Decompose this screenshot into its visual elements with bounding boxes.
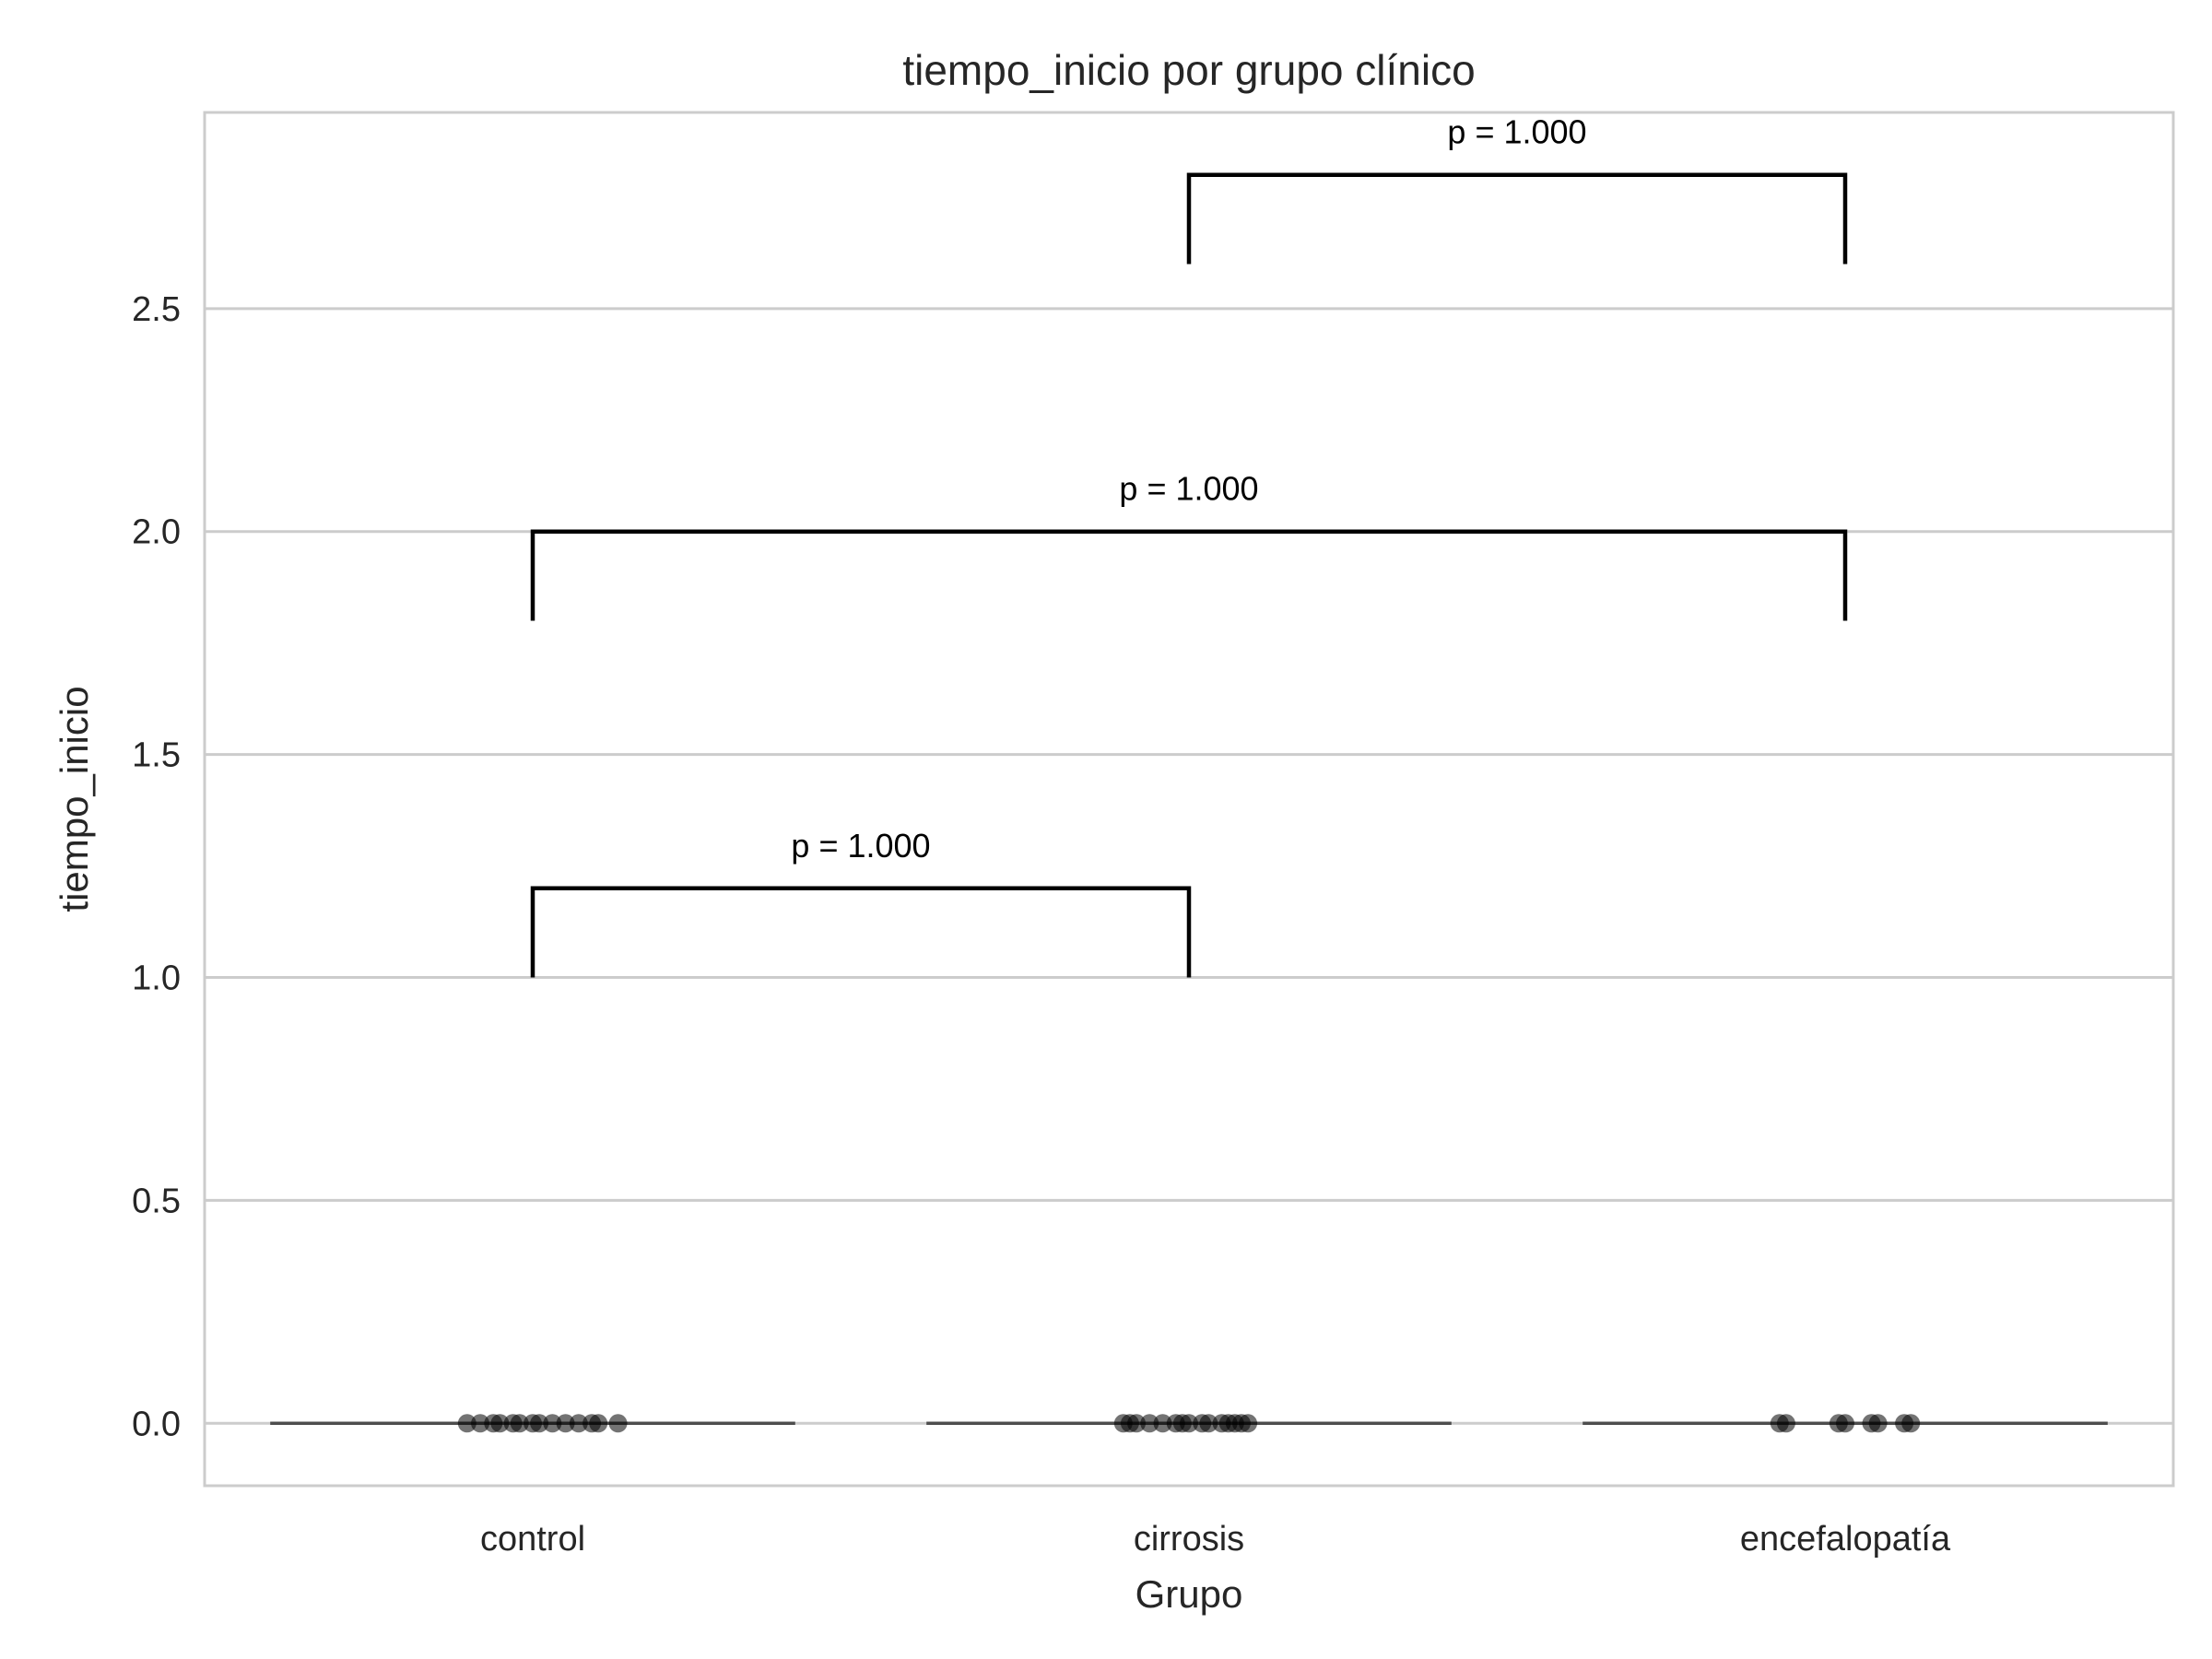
x-axis-label: Grupo <box>1135 1572 1243 1616</box>
data-point <box>1180 1414 1198 1433</box>
comparison-bracket <box>530 529 1848 621</box>
data-point <box>1153 1414 1172 1433</box>
data-point <box>608 1414 628 1433</box>
data-point <box>556 1414 575 1433</box>
p-value-label: p = 1.000 <box>791 827 930 865</box>
data-point <box>569 1414 588 1433</box>
data-point <box>1199 1414 1218 1433</box>
x-tick-labels: control cirrosis encefalopatía <box>480 1520 1951 1559</box>
data-point <box>589 1414 608 1433</box>
data-point <box>530 1414 549 1433</box>
x-tick-label: encefalopatía <box>1740 1520 1951 1559</box>
data-point <box>471 1414 490 1433</box>
comparison-bracket <box>530 886 1192 978</box>
x-tick-label: control <box>480 1520 585 1559</box>
data-point <box>1836 1414 1854 1433</box>
data-point <box>1239 1414 1258 1433</box>
y-tick-label: 1.0 <box>132 959 181 998</box>
significance-brackets: p = 1.000 p = 1.000 p = 1.000 <box>530 113 1848 978</box>
chart-title: tiempo_inicio por grupo clínico <box>902 46 1475 94</box>
y-tick-label: 1.5 <box>132 736 181 775</box>
data-point <box>1901 1414 1921 1433</box>
p-value-label: p = 1.000 <box>1119 470 1258 508</box>
x-tick-label: cirrosis <box>1134 1520 1244 1559</box>
y-tick-labels: 0.0 0.5 1.0 1.5 2.0 2.5 <box>132 290 181 1443</box>
y-axis-label: tiempo_inicio <box>53 686 96 912</box>
strip-points <box>457 1414 1921 1433</box>
data-point <box>457 1414 477 1433</box>
y-tick-label: 0.5 <box>132 1182 181 1220</box>
y-tick-label: 0.0 <box>132 1405 181 1443</box>
data-point <box>1127 1414 1147 1433</box>
data-point <box>1140 1414 1159 1433</box>
data-point <box>1776 1414 1795 1433</box>
data-point <box>543 1414 562 1433</box>
y-tick-label: 2.0 <box>132 513 181 552</box>
comparison-bracket <box>1186 172 1848 265</box>
p-value-label: p = 1.000 <box>1447 113 1586 151</box>
data-point <box>490 1414 510 1433</box>
plot-frame <box>203 111 2175 1488</box>
y-tick-label: 2.5 <box>132 290 181 329</box>
data-point <box>1868 1414 1888 1433</box>
data-point <box>510 1414 529 1433</box>
